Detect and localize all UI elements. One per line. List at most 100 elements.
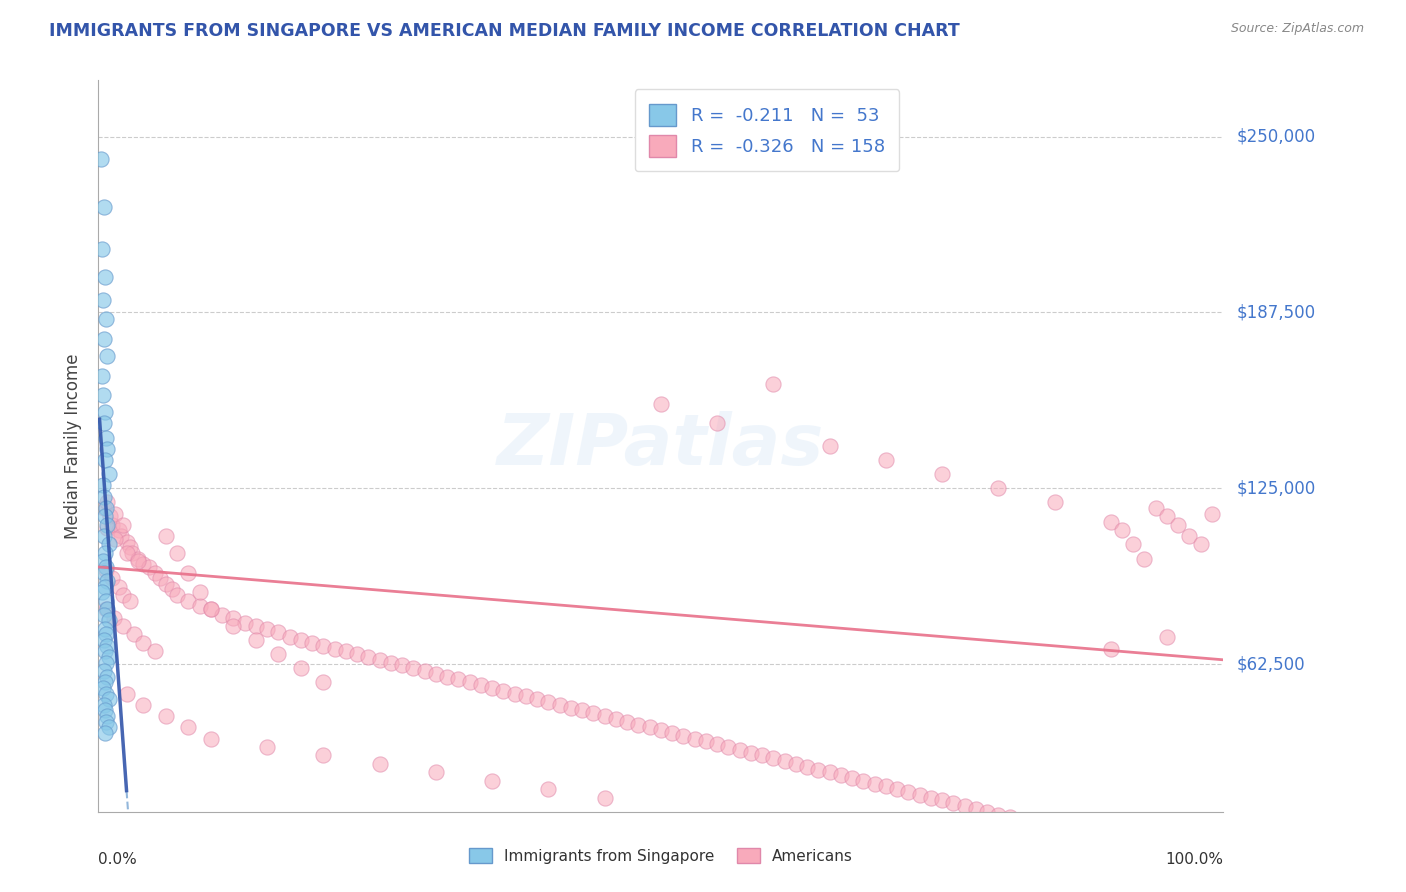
Point: [93, 633, 115, 648]
Text: 100.0%: 100.0%: [1166, 852, 1223, 867]
Point: [107, 580, 129, 594]
Point: [503, 687, 526, 701]
Point: [1032, 819, 1054, 833]
Point: [683, 731, 706, 746]
Point: [96, 431, 118, 445]
Point: [96, 602, 118, 616]
Point: [931, 793, 953, 807]
Point: [818, 439, 841, 453]
Point: [127, 554, 149, 568]
Point: [931, 467, 953, 482]
Point: [177, 720, 200, 734]
Text: ZIPatlas: ZIPatlas: [498, 411, 824, 481]
Text: Source: ZipAtlas.com: Source: ZipAtlas.com: [1230, 22, 1364, 36]
Point: [94, 622, 117, 636]
Point: [987, 481, 1010, 495]
Point: [1156, 630, 1178, 644]
Point: [1066, 827, 1088, 841]
Point: [96, 517, 118, 532]
Point: [143, 566, 166, 580]
Point: [267, 624, 290, 639]
Point: [177, 566, 200, 580]
Point: [160, 582, 183, 597]
Point: [470, 678, 492, 692]
Point: [138, 560, 160, 574]
Point: [177, 593, 200, 607]
Point: [200, 731, 222, 746]
Point: [233, 616, 256, 631]
Point: [1088, 831, 1111, 846]
Point: [256, 739, 278, 754]
Point: [346, 647, 368, 661]
Point: [96, 495, 118, 509]
Point: [245, 619, 267, 633]
Point: [323, 641, 346, 656]
Point: [290, 633, 312, 648]
Y-axis label: Median Family Income: Median Family Income: [65, 353, 83, 539]
Point: [886, 782, 908, 797]
Point: [458, 675, 481, 690]
Point: [526, 692, 548, 706]
Point: [425, 765, 447, 780]
Point: [1122, 537, 1144, 551]
Point: [335, 644, 357, 658]
Point: [897, 785, 920, 799]
Point: [773, 754, 796, 768]
Point: [132, 698, 155, 712]
Point: [380, 656, 402, 670]
Point: [101, 517, 124, 532]
Point: [830, 768, 852, 782]
Point: [94, 453, 117, 467]
Point: [93, 529, 115, 543]
Point: [1077, 830, 1099, 844]
Point: [110, 529, 132, 543]
Point: [436, 670, 458, 684]
Point: [96, 709, 118, 723]
Point: [965, 802, 987, 816]
Point: [94, 509, 117, 524]
Point: [841, 771, 863, 785]
Point: [661, 726, 683, 740]
Point: [96, 670, 118, 684]
Point: [402, 661, 425, 675]
Point: [94, 270, 117, 285]
Point: [97, 537, 120, 551]
Point: [97, 614, 120, 628]
Point: [740, 746, 762, 760]
Point: [91, 554, 114, 568]
Point: [90, 242, 112, 256]
Point: [94, 580, 117, 594]
Point: [762, 377, 785, 392]
Point: [1021, 816, 1043, 830]
Point: [1178, 529, 1201, 543]
Point: [807, 763, 830, 777]
Point: [97, 692, 120, 706]
Point: [112, 517, 135, 532]
Point: [222, 619, 245, 633]
Point: [368, 756, 391, 771]
Point: [593, 709, 616, 723]
Point: [425, 666, 447, 681]
Point: [93, 500, 115, 515]
Point: [796, 760, 818, 774]
Point: [94, 675, 117, 690]
Point: [492, 683, 515, 698]
Point: [1189, 537, 1212, 551]
Point: [1043, 495, 1066, 509]
Point: [650, 723, 672, 738]
Point: [118, 593, 141, 607]
Point: [515, 690, 537, 704]
Point: [290, 661, 312, 675]
Point: [222, 610, 245, 624]
Point: [96, 520, 118, 534]
Point: [942, 797, 965, 811]
Point: [91, 293, 114, 307]
Point: [920, 790, 942, 805]
Point: [200, 602, 222, 616]
Point: [1099, 641, 1122, 656]
Legend: Immigrants from Singapore, Americans: Immigrants from Singapore, Americans: [463, 842, 859, 870]
Point: [706, 417, 728, 431]
Text: $187,500: $187,500: [1237, 303, 1316, 321]
Point: [91, 478, 114, 492]
Point: [103, 610, 125, 624]
